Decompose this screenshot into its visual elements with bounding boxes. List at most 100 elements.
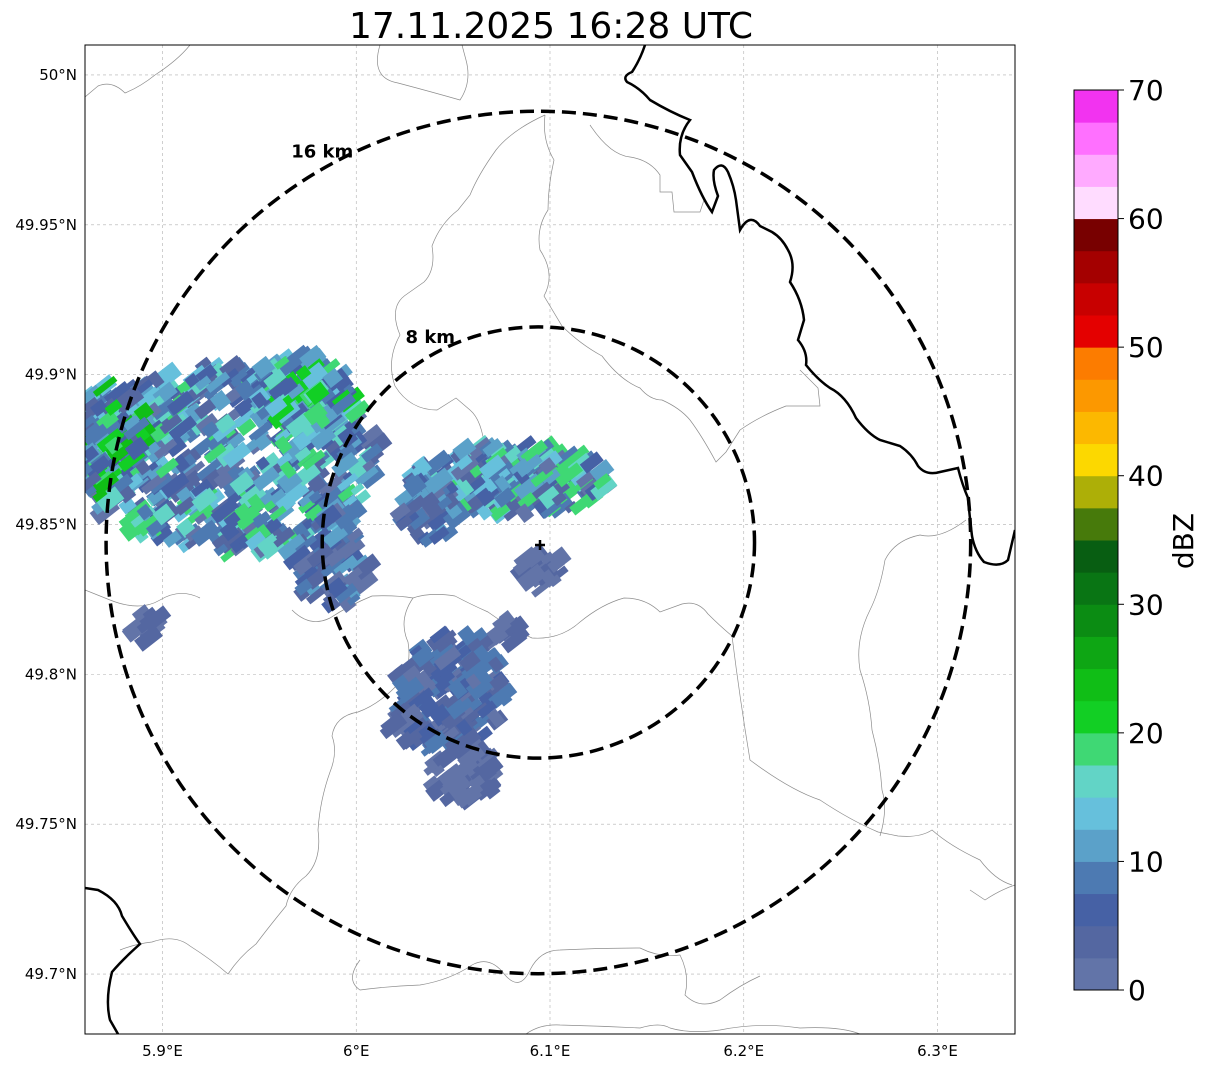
echo-pixel bbox=[277, 533, 308, 562]
echo-pixel bbox=[331, 392, 357, 416]
echo-pixel bbox=[520, 439, 548, 465]
echo-pixel bbox=[342, 566, 363, 585]
boundary-line bbox=[538, 114, 821, 463]
dbz-colorbar: 0 10 20 30 40 50 60 70 bbox=[1073, 74, 1164, 1007]
echo-pixel bbox=[166, 390, 195, 416]
lat-tick-label: 49.95°N bbox=[15, 216, 77, 234]
colorbar-segment bbox=[1074, 636, 1118, 670]
colorbar-segment bbox=[1074, 122, 1118, 155]
echo-pixel bbox=[276, 452, 293, 468]
echo-pixel bbox=[346, 527, 364, 543]
echo-pixel bbox=[124, 436, 150, 461]
echo-pixel bbox=[90, 399, 109, 417]
echo-pixel bbox=[85, 414, 97, 438]
boundary-line bbox=[858, 519, 967, 837]
echo-pixel bbox=[498, 620, 512, 634]
echo-pixel bbox=[251, 355, 276, 380]
echo-pixel bbox=[233, 413, 257, 437]
echo-pixel bbox=[171, 454, 191, 473]
echo-pixel bbox=[334, 583, 358, 604]
boundary-line bbox=[412, 594, 733, 639]
echo-pixel bbox=[305, 587, 326, 605]
echo-pixel bbox=[489, 673, 510, 693]
map-title: 17.11.2025 16:28 UTC bbox=[349, 6, 753, 47]
echo-pixel bbox=[256, 452, 283, 478]
echo-pixel bbox=[331, 451, 359, 478]
echo-pixel bbox=[155, 457, 179, 479]
colorbar-segment bbox=[1074, 829, 1118, 862]
echo-pixel bbox=[190, 478, 215, 502]
lon-tick-label: 6°E bbox=[343, 1042, 370, 1060]
country-border-line bbox=[624, 45, 1015, 566]
echo-pixel bbox=[528, 481, 552, 502]
echo-pixel bbox=[85, 460, 93, 481]
echo-pixel bbox=[494, 487, 516, 508]
echo-pixel bbox=[318, 475, 343, 498]
echo-pixel bbox=[488, 656, 504, 673]
radar-site-marker bbox=[535, 540, 545, 550]
echo-pixel bbox=[395, 676, 425, 704]
range-ring-label: 16 km bbox=[291, 142, 353, 163]
colorbar-tick-label: 50 bbox=[1128, 331, 1164, 364]
echo-pixel bbox=[406, 507, 431, 531]
echo-pixel bbox=[184, 402, 205, 424]
lat-tick-label: 49.9°N bbox=[25, 366, 77, 384]
echo-pixel bbox=[476, 504, 493, 521]
lon-tick-label: 5.9°E bbox=[142, 1042, 183, 1060]
echo-pixel bbox=[269, 505, 287, 522]
colorbar-segment bbox=[1074, 282, 1118, 316]
country-border-line bbox=[85, 886, 142, 1034]
lat-tick-label: 50°N bbox=[39, 66, 77, 84]
echo-pixel bbox=[431, 764, 445, 777]
echo-pixel bbox=[337, 472, 359, 492]
echo-pixel bbox=[244, 526, 262, 543]
echo-pixel bbox=[164, 435, 188, 458]
echo-pixel bbox=[141, 605, 172, 633]
echo-pixel bbox=[277, 355, 303, 378]
echo-pixel bbox=[269, 488, 288, 507]
echo-pixel bbox=[142, 606, 158, 622]
echo-pixel bbox=[92, 471, 120, 496]
echo-pixel bbox=[465, 673, 482, 690]
echo-pixel bbox=[457, 625, 478, 646]
boundary-line bbox=[969, 884, 1015, 901]
echo-pixel bbox=[516, 563, 547, 592]
echo-pixel bbox=[215, 413, 236, 434]
lat-tick-label: 49.85°N bbox=[15, 516, 77, 534]
echo-pixel bbox=[241, 521, 257, 536]
echo-pixel bbox=[159, 413, 183, 435]
echo-pixel bbox=[294, 578, 313, 596]
boundary-line bbox=[352, 947, 761, 1005]
echo-pixel bbox=[452, 437, 477, 461]
range-ring bbox=[320, 325, 757, 760]
echo-pixel bbox=[85, 430, 86, 450]
echo-pixel bbox=[492, 614, 509, 630]
echo-pixel bbox=[350, 482, 365, 496]
echo-pixel bbox=[299, 361, 329, 390]
echo-pixel bbox=[347, 593, 361, 606]
echo-pixel bbox=[292, 522, 311, 542]
echo-pixel bbox=[163, 530, 182, 548]
echo-pixel bbox=[358, 464, 386, 490]
echo-pixel bbox=[538, 485, 563, 510]
echo-pixel bbox=[428, 525, 450, 545]
echo-pixel bbox=[508, 615, 530, 636]
echo-pixel bbox=[255, 456, 270, 471]
echo-pixel bbox=[236, 513, 255, 530]
lon-tick-label: 6.1°E bbox=[530, 1042, 571, 1060]
echo-pixel bbox=[295, 365, 312, 381]
echo-pixel bbox=[475, 487, 495, 507]
echo-pixel bbox=[123, 416, 150, 441]
echo-pixel bbox=[125, 473, 144, 490]
colorbar-segment bbox=[1074, 572, 1118, 605]
echo-pixel bbox=[551, 491, 567, 507]
echo-pixel bbox=[191, 487, 218, 513]
echo-pixel bbox=[134, 624, 163, 652]
echo-pixel bbox=[464, 789, 483, 806]
echo-pixel bbox=[118, 496, 137, 515]
country-borders bbox=[85, 45, 1015, 1034]
colorbar-segment bbox=[1074, 90, 1118, 123]
colorbar-segment bbox=[1074, 861, 1118, 895]
